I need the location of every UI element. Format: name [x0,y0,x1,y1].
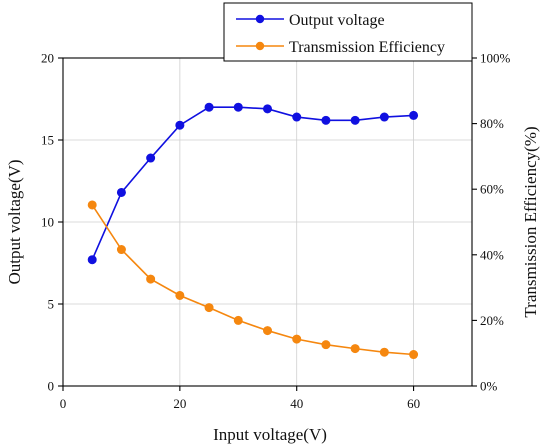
data-point-output-voltage [262,104,272,114]
data-point-output-voltage [233,102,243,112]
x-tick-label: 60 [407,396,420,411]
x-tick-label: 20 [173,396,186,411]
series-line-output-voltage [91,106,414,261]
x-tick-label: 0 [60,396,67,411]
series-output-voltage [87,102,419,265]
data-point-transmission-efficiency [350,344,360,354]
data-point-output-voltage [379,112,389,122]
data-point-transmission-efficiency [116,245,126,255]
legend-label-output-voltage: Output voltage [289,12,385,29]
data-point-transmission-efficiency [292,334,302,344]
y-left-tick-label: 20 [41,51,54,66]
data-point-output-voltage [409,110,419,120]
y-left-tick-label: 0 [48,379,55,394]
data-point-transmission-efficiency [87,200,97,210]
data-point-output-voltage [116,187,126,197]
data-point-transmission-efficiency [262,326,272,336]
axes: 0 20 40 60 0 5 10 15 20 0% 20% 40% 60% 80% 100% [41,51,511,412]
data-point-transmission-efficiency [379,347,389,357]
legend-marker-output-voltage [255,14,265,24]
data-point-output-voltage [350,115,360,125]
series-transmission-efficiency [87,200,419,360]
data-point-output-voltage [87,255,97,265]
y-right-tick-label: 20% [480,313,504,328]
data-point-output-voltage [292,112,302,122]
series-line-transmission-efficiency [91,204,414,356]
y-right-tick-label: 0% [480,379,498,394]
y-right-tick-label: 60% [480,182,504,197]
labels: Input voltage(V) Output voltage(V) Trans… [5,126,540,444]
y-left-tick-label: 5 [48,297,55,312]
legend: Output voltage Transmission Efficiency [223,2,473,62]
y-right-tick-label: 100% [480,51,511,66]
data-point-output-voltage [204,102,214,112]
data-point-transmission-efficiency [233,315,243,325]
y-axis-left-title: Output voltage(V) [5,159,24,284]
data-point-output-voltage [146,153,156,163]
data-point-output-voltage [175,120,185,130]
y-left-tick-label: 10 [41,215,54,230]
y-left-tick-label: 15 [41,133,54,148]
y-right-tick-label: 40% [480,247,504,262]
legend-label-transmission-efficiency: Transmission Efficiency [289,39,445,56]
y-right-tick-label: 80% [480,116,504,131]
data-point-transmission-efficiency [409,350,419,360]
legend-box [223,2,473,62]
data-point-transmission-efficiency [175,290,185,300]
series [87,102,419,360]
y-axis-right-title: Transmission Efficiency(%) [521,126,540,317]
legend-marker-transmission-efficiency [255,41,265,51]
x-axis-title: Input voltage(V) [213,425,327,444]
data-point-output-voltage [321,115,331,125]
data-point-transmission-efficiency [321,340,331,350]
x-tick-label: 40 [290,396,303,411]
data-point-transmission-efficiency [204,303,214,313]
data-point-transmission-efficiency [146,274,156,284]
